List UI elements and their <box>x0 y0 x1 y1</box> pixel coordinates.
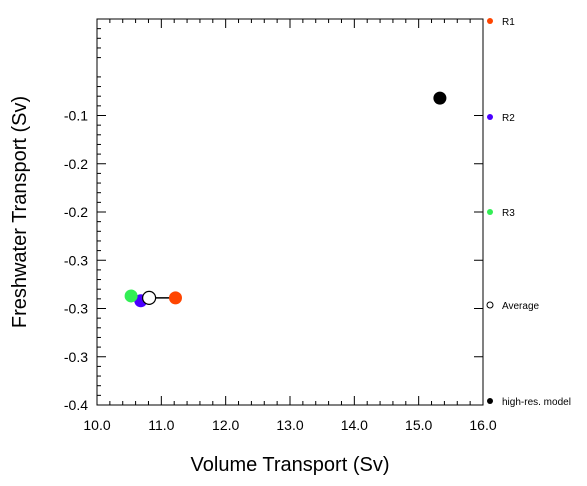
y-tick-label: -0.3 <box>64 301 88 317</box>
legend-r2-label: R2 <box>502 113 515 124</box>
point-high-res-model <box>433 91 447 105</box>
y-tick-label: -0.2 <box>64 204 88 220</box>
legend-r3-marker <box>487 209 493 215</box>
y-tick-label: -0.1 <box>64 108 88 124</box>
point-r1 <box>168 291 182 305</box>
legend-r2-marker <box>487 114 493 120</box>
plot-frame <box>96 18 484 406</box>
x-tick-label: 13.0 <box>276 417 303 433</box>
legend-r1-label: R1 <box>502 17 515 28</box>
x-tick-label: 15.0 <box>405 417 432 433</box>
x-tick-label: 12.0 <box>212 417 239 433</box>
legend-r3-label: R3 <box>502 208 515 219</box>
x-tick-label: 16.0 <box>469 417 496 433</box>
legend-average-label: Average <box>502 301 540 312</box>
legend-r1-marker <box>487 18 493 24</box>
point-average <box>142 290 157 305</box>
point-r3 <box>124 289 138 303</box>
legend-high-res-model-label: high-res. model <box>502 397 571 408</box>
y-axis-title: Freshwater Transport (Sv) <box>9 96 31 328</box>
x-tick-label: 14.0 <box>341 417 368 433</box>
y-tick-label: -0.4 <box>64 397 88 413</box>
x-tick-label: 10.0 <box>83 417 110 433</box>
x-axis-title: Volume Transport (Sv) <box>191 454 390 476</box>
y-tick-label: -0.3 <box>64 252 88 268</box>
x-tick-label: 11.0 <box>148 417 174 433</box>
legend: R1 R2 R3 Average high-res. model <box>486 17 571 408</box>
data-points <box>124 91 447 308</box>
y-tick-label: -0.2 <box>64 156 88 172</box>
axes: 10.0 11.0 12.0 13.0 14.0 15.0 16.0 -0.1 -0.2 -0.2… <box>64 18 497 433</box>
legend-average-marker <box>486 301 494 309</box>
y-tick-label: -0.3 <box>64 349 88 365</box>
legend-high-res-model-marker <box>487 398 493 404</box>
